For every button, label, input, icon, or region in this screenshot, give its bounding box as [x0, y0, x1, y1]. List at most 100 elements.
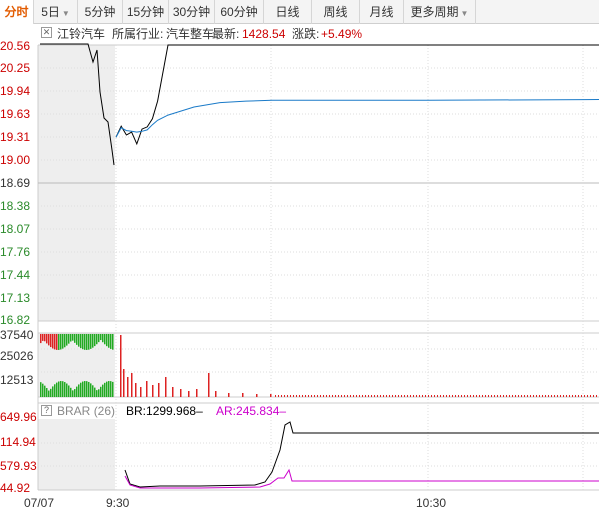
volume-bar — [278, 395, 279, 397]
volume-bar — [359, 395, 360, 397]
volume-bar — [434, 395, 435, 397]
volume-bar — [127, 377, 129, 397]
volume-bar — [50, 388, 52, 397]
volume-bar — [392, 395, 393, 397]
volume-bar — [476, 395, 477, 397]
change-label: 涨跌: — [292, 27, 320, 41]
volume-bar — [256, 394, 258, 397]
volume-bar — [40, 334, 42, 344]
volume-bar — [362, 395, 363, 397]
change-value: +5.49% — [321, 27, 363, 41]
price-axis-label: 18.69 — [0, 176, 31, 190]
volume-bar — [344, 395, 345, 397]
volume-bar — [413, 395, 414, 397]
tab-30min[interactable]: 30分钟 — [169, 0, 215, 24]
stock-info-bar: 江铃汽车 所属行业: 汽车整车 最新: 1428.54 涨跌: +5.49% — [0, 24, 599, 44]
volume-bar — [350, 395, 351, 397]
volume-bar — [410, 395, 411, 397]
volume-bar — [58, 381, 60, 397]
volume-axis-label: 12513 — [0, 373, 34, 387]
br-readout: BR:1299.968– — [126, 403, 203, 419]
tab-daily[interactable]: 日线 — [264, 0, 312, 24]
volume-bar — [106, 381, 108, 397]
ar-line — [124, 468, 599, 489]
volume-bar — [110, 381, 112, 397]
price-axis-label: 17.44 — [0, 268, 31, 282]
volume-bar — [72, 334, 74, 341]
volume-bar — [527, 395, 528, 397]
tab-more-periods[interactable]: 更多周期 ▼ — [404, 0, 476, 24]
tab-intraday[interactable]: 分时 — [0, 0, 34, 24]
volume-bar — [242, 393, 244, 397]
help-icon[interactable]: ? — [41, 405, 52, 416]
price-axis-label: 19.94 — [0, 84, 31, 98]
volume-bar — [275, 395, 276, 397]
volume-bar — [494, 395, 495, 397]
volume-bar — [102, 384, 104, 397]
volume-bar — [70, 387, 72, 397]
volume-bar — [431, 395, 432, 397]
volume-bar — [293, 395, 294, 397]
price-axis-label: 18.07 — [0, 222, 31, 236]
volume-bar — [323, 395, 324, 397]
volume-bar — [74, 334, 76, 343]
tab-15min[interactable]: 15分钟 — [123, 0, 169, 24]
tab-5day[interactable]: 5日 ▼ — [34, 0, 78, 24]
chevron-down-icon: ▼ — [61, 9, 70, 18]
tab-60min[interactable]: 60分钟 — [215, 0, 264, 24]
volume-bar — [347, 395, 348, 397]
volume-bar — [102, 334, 104, 343]
volume-axis-label: 37540 — [0, 328, 34, 342]
volume-bar — [332, 395, 333, 397]
volume-bar — [287, 395, 288, 397]
volume-bar — [536, 395, 537, 397]
volume-bar — [72, 390, 74, 397]
volume-bar — [146, 381, 148, 397]
volume-bar — [70, 334, 72, 342]
volume-bar — [311, 395, 312, 397]
volume-bar — [108, 334, 110, 348]
industry-value[interactable]: 汽车整车 — [166, 27, 215, 41]
tab-weekly[interactable]: 周线 — [312, 0, 360, 24]
volume-bar — [123, 369, 125, 397]
volume-bar — [68, 334, 70, 344]
volume-bar — [92, 334, 94, 348]
tab-more-label: 更多周期 — [410, 5, 459, 19]
volume-bar — [62, 334, 64, 349]
volume-bar — [365, 395, 366, 397]
volume-bar — [515, 395, 516, 397]
price-axis-label: 17.13 — [0, 291, 31, 305]
tab-monthly[interactable]: 月线 — [360, 0, 404, 24]
volume-bar — [587, 395, 588, 397]
volume-bar — [518, 395, 519, 397]
volume-bar — [305, 395, 306, 397]
volume-axis-label: 25026 — [0, 349, 34, 363]
volume-bar — [380, 395, 381, 397]
volume-bar — [329, 395, 330, 397]
volume-bar — [335, 395, 336, 397]
volume-bar — [572, 395, 573, 397]
br-line — [124, 421, 599, 488]
volume-bar — [386, 395, 387, 397]
volume-bar — [455, 395, 456, 397]
volume-bar — [46, 334, 48, 344]
volume-bar — [228, 393, 230, 397]
close-icon[interactable]: ✕ — [41, 27, 52, 38]
volume-bar — [60, 334, 62, 350]
volume-bar — [180, 389, 182, 397]
indicator-name[interactable]: BRAR (26) — [57, 403, 115, 419]
volume-bar — [548, 395, 549, 397]
volume-bar — [100, 334, 102, 341]
volume-bar — [110, 334, 112, 349]
time-axis-label: 9:30 — [106, 496, 130, 510]
volume-bar — [440, 395, 441, 397]
volume-bar — [596, 395, 597, 397]
volume-bar — [48, 390, 50, 397]
tab-5min[interactable]: 5分钟 — [78, 0, 123, 24]
volume-bar — [491, 395, 492, 397]
volume-bar — [407, 395, 408, 397]
ar-arrow: – — [279, 404, 287, 418]
volume-bar — [131, 373, 133, 397]
volume-bar — [482, 395, 483, 397]
